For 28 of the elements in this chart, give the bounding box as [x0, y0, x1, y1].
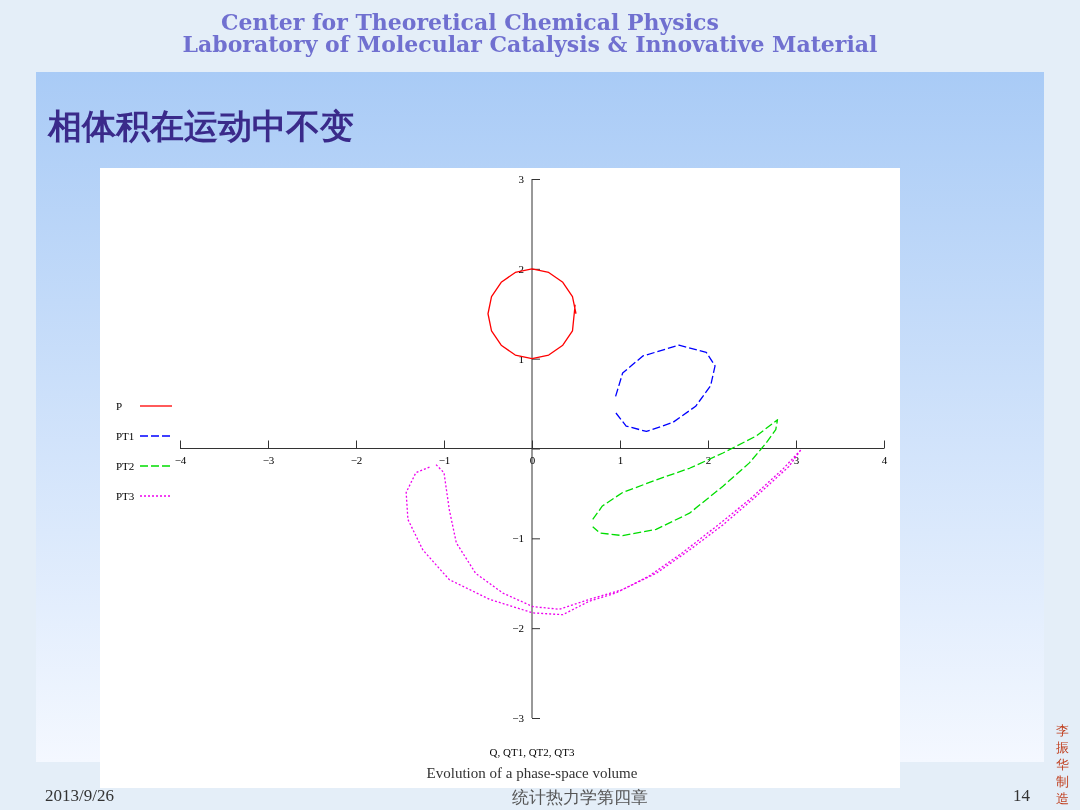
x-tick-label: 1	[617, 454, 624, 467]
line-series	[592, 419, 779, 537]
x-tick-label: 2	[705, 454, 712, 467]
chart-title: 相体积在运动中不变	[47, 106, 354, 146]
text: 14	[1013, 786, 1031, 805]
text: Center for Theoretical Chemical Physics	[221, 9, 719, 35]
text: Evolution of a phase-space volume	[426, 765, 638, 781]
text: 2013/9/26	[45, 786, 114, 805]
y-tick-label: −3	[512, 712, 525, 725]
y-tick-label: −1	[512, 532, 524, 545]
y-tick-label: 2	[518, 262, 524, 275]
text: 李振华制造	[1055, 723, 1069, 806]
x-tick-label: −3	[262, 454, 275, 467]
legend-label: PT1	[116, 430, 135, 442]
x-tick-label: −1	[438, 454, 451, 467]
text: 统计热力学第四章	[512, 787, 648, 807]
x-tick-label: −4	[174, 454, 187, 467]
line-series	[614, 344, 716, 433]
legend-label: PT2	[116, 460, 135, 472]
x-tick-label: 0	[529, 454, 536, 467]
legend-label: PT3	[116, 490, 135, 502]
legend-label: P	[116, 400, 123, 412]
y-tick-label: −2	[512, 622, 524, 635]
y-tick-label: 3	[518, 173, 525, 186]
line-series	[405, 448, 802, 616]
x-tick-label: 4	[881, 454, 888, 467]
x-axis-title: Q, QT1, QT2, QT3	[489, 746, 575, 758]
x-tick-label: −2	[350, 454, 363, 467]
